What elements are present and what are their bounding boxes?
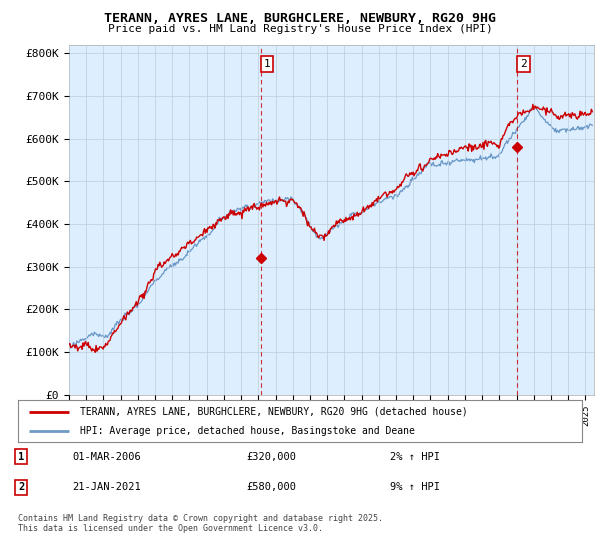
- Text: 2: 2: [18, 483, 24, 492]
- Text: TERANN, AYRES LANE, BURGHCLERE, NEWBURY, RG20 9HG: TERANN, AYRES LANE, BURGHCLERE, NEWBURY,…: [104, 12, 496, 25]
- Text: 9% ↑ HPI: 9% ↑ HPI: [390, 483, 440, 492]
- Text: 2% ↑ HPI: 2% ↑ HPI: [390, 451, 440, 461]
- Text: 1: 1: [18, 451, 24, 461]
- Text: TERANN, AYRES LANE, BURGHCLERE, NEWBURY, RG20 9HG (detached house): TERANN, AYRES LANE, BURGHCLERE, NEWBURY,…: [80, 407, 468, 417]
- Text: £580,000: £580,000: [246, 483, 296, 492]
- Text: 2: 2: [520, 59, 527, 69]
- Text: Contains HM Land Registry data © Crown copyright and database right 2025.
This d: Contains HM Land Registry data © Crown c…: [18, 514, 383, 534]
- Text: Price paid vs. HM Land Registry's House Price Index (HPI): Price paid vs. HM Land Registry's House …: [107, 24, 493, 34]
- Text: 1: 1: [264, 59, 271, 69]
- Text: 01-MAR-2006: 01-MAR-2006: [72, 451, 141, 461]
- Text: 21-JAN-2021: 21-JAN-2021: [72, 483, 141, 492]
- Text: £320,000: £320,000: [246, 451, 296, 461]
- Text: HPI: Average price, detached house, Basingstoke and Deane: HPI: Average price, detached house, Basi…: [80, 426, 415, 436]
